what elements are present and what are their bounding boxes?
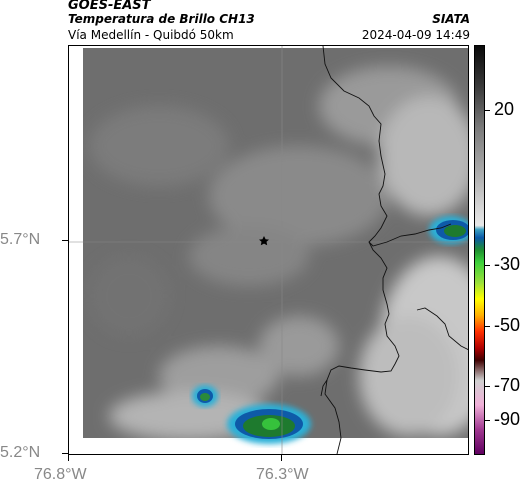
lat-label-5-7: 5.7°N [0,231,41,248]
lon-tick [281,455,282,461]
lat-tick [62,453,68,454]
satellite-name: GOES-EAST [68,0,151,13]
lon-label-76-3: 76.3°W [256,466,309,483]
colorbar-tick [485,265,490,266]
colorbar-label-minus90: -90 [494,409,521,429]
colorbar-tick [485,420,490,421]
star-marker [259,236,269,246]
lon-tick [68,455,69,461]
route-subtitle: Vía Medellín - Quibdó 50km [68,28,234,42]
colorbar-label-minus50: -50 [494,315,521,335]
colorbar-label-minus70: -70 [494,375,521,395]
colorbar-label-minus30: -30 [494,254,521,274]
colorbar-label-20: 20 [494,99,515,119]
colorbar [474,45,485,455]
timestamp: 2024-04-09 14:49 [361,28,470,42]
colorbar-tick [485,386,490,387]
brand-label: SIATA [432,12,470,26]
lat-tick [62,240,68,241]
satellite-image [69,46,468,454]
colorbar-tick [485,326,490,327]
lat-label-5-2: 5.2°N [0,444,41,461]
colorbar-tick [485,110,490,111]
satellite-map[interactable] [68,45,469,455]
lon-label-76-8: 76.8°W [34,466,87,483]
product-title: Temperatura de Brillo CH13 [68,12,255,26]
